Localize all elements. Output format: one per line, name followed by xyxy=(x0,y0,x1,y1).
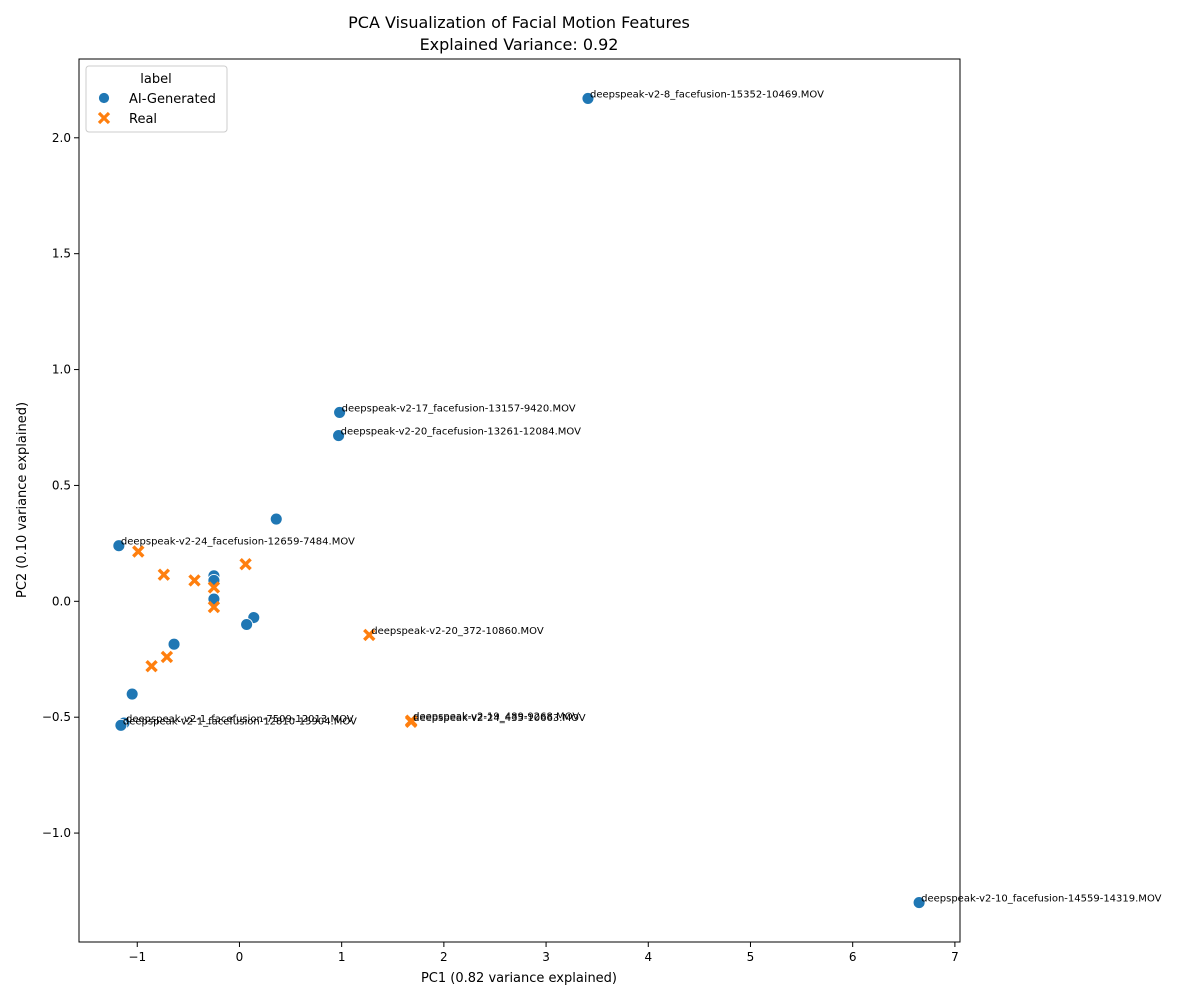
legend-label-ai-generated: AI-Generated xyxy=(129,92,216,107)
x-tick-label: 3 xyxy=(542,950,550,964)
point-real xyxy=(145,660,158,673)
point-annotation: deepspeak-v2-20_facefusion-13261-12084.M… xyxy=(341,427,582,438)
point-ai-generated xyxy=(112,539,126,553)
x-tick-label: 7 xyxy=(951,950,959,964)
legend-label-real: Real xyxy=(129,112,157,127)
point-real xyxy=(239,558,252,571)
point-annotation: deepspeak-v2-1_facefusion-7509-12013.MOV xyxy=(126,714,354,725)
legend: label AI-Generated Real xyxy=(85,65,228,133)
x-tick-label: −1 xyxy=(128,950,146,964)
x-tick-label: 0 xyxy=(236,950,244,964)
point-ai-generated xyxy=(269,512,283,526)
point-real xyxy=(363,628,376,642)
y-tick-label: 2.0 xyxy=(52,131,71,145)
point-annotation: deepspeak-v2-17_facefusion-13157-9420.MO… xyxy=(342,403,576,414)
point-ai-generated xyxy=(332,429,346,443)
point-ai-generated xyxy=(114,718,128,732)
y-axis-ticks: −1.0 −0.5 0.0 0.5 1.0 1.5 2.0 xyxy=(42,131,79,840)
x-tick-label: 5 xyxy=(747,950,755,964)
point-annotation: deepspeak-v2-10_facefusion-14559-14319.M… xyxy=(921,894,1162,905)
point-real xyxy=(157,568,171,581)
point-annotation: deepspeak-v2-24_facefusion-12659-7484.MO… xyxy=(121,537,355,548)
point-annotation: deepspeak-v2-20_372-10860.MOV xyxy=(371,626,544,637)
legend-box xyxy=(85,65,228,133)
point-ai-generated xyxy=(167,637,181,651)
point-real xyxy=(207,581,221,594)
point-ai-generated xyxy=(125,687,139,701)
x-tick-label: 4 xyxy=(644,950,652,964)
chart-title-line2: Explained Variance: 0.92 xyxy=(420,35,619,54)
point-annotations: deepspeak-v2-8_facefusion-15352-10469.MO… xyxy=(121,89,1162,904)
y-axis-label: PC2 (0.10 variance explained) xyxy=(15,402,30,598)
y-tick-label: 1.0 xyxy=(52,363,71,377)
point-annotation: deepspeak-v2-19_489-9268.MOV xyxy=(413,712,579,723)
x-axis-ticks: −1 0 1 2 3 4 5 6 7 xyxy=(128,942,959,964)
y-tick-label: −0.5 xyxy=(42,710,71,724)
point-annotation: deepspeak-v2-1_facefusion-12810-15904.MO… xyxy=(123,716,357,727)
legend-marker-ai-generated xyxy=(98,92,110,104)
chart-title-line1: PCA Visualization of Facial Motion Featu… xyxy=(348,13,690,32)
plot-area-frame xyxy=(78,58,961,943)
x-tick-label: 6 xyxy=(849,950,857,964)
point-ai-generated xyxy=(912,896,926,910)
y-tick-label: −1.0 xyxy=(42,826,71,840)
point-real xyxy=(188,574,201,587)
legend-title: label xyxy=(140,72,171,87)
data-points xyxy=(112,91,926,910)
point-annotation: deepspeak-v2-8_facefusion-15352-10469.MO… xyxy=(590,89,824,100)
point-real xyxy=(160,650,174,664)
point-real xyxy=(132,545,145,558)
y-tick-label: 1.5 xyxy=(52,247,71,261)
point-real xyxy=(207,600,221,614)
point-annotation: deepspeak-v2-24_435-10663.MOV xyxy=(413,713,586,724)
point-ai-generated xyxy=(581,91,595,105)
point-ai-generated xyxy=(240,618,254,631)
x-axis-label: PC1 (0.82 variance explained) xyxy=(421,971,617,986)
x-tick-label: 2 xyxy=(440,950,448,964)
legend-marker-real xyxy=(97,111,111,125)
point-ai-generated xyxy=(333,405,347,419)
x-tick-label: 1 xyxy=(338,950,346,964)
y-tick-label: 0.5 xyxy=(52,478,71,492)
point-real xyxy=(404,715,418,729)
y-tick-label: 0.0 xyxy=(52,594,71,608)
